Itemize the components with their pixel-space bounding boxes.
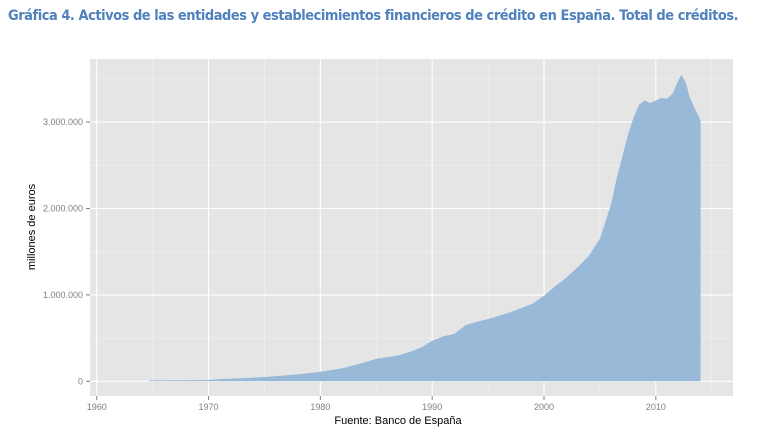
x-tick-label: 1970 (199, 402, 219, 412)
y-axis-label: millones de euros (26, 183, 38, 270)
x-tick-label: 1960 (87, 402, 107, 412)
area-series (149, 74, 701, 382)
y-tick-label: 2.000.000 (43, 203, 83, 213)
chart-title: Gráfica 4. Activos de las entidades y es… (8, 8, 739, 24)
y-tick-label: 3.000.000 (43, 117, 83, 127)
x-axis-label: Fuente: Banco de España (334, 415, 462, 427)
y-tick-label: 0 (78, 376, 83, 386)
x-tick-label: 2010 (646, 402, 666, 412)
x-tick-label: 2000 (534, 402, 554, 412)
x-tick-label: 1980 (310, 402, 330, 412)
y-tick-label: 1.000.000 (43, 290, 83, 300)
x-tick-label: 1990 (422, 402, 442, 412)
